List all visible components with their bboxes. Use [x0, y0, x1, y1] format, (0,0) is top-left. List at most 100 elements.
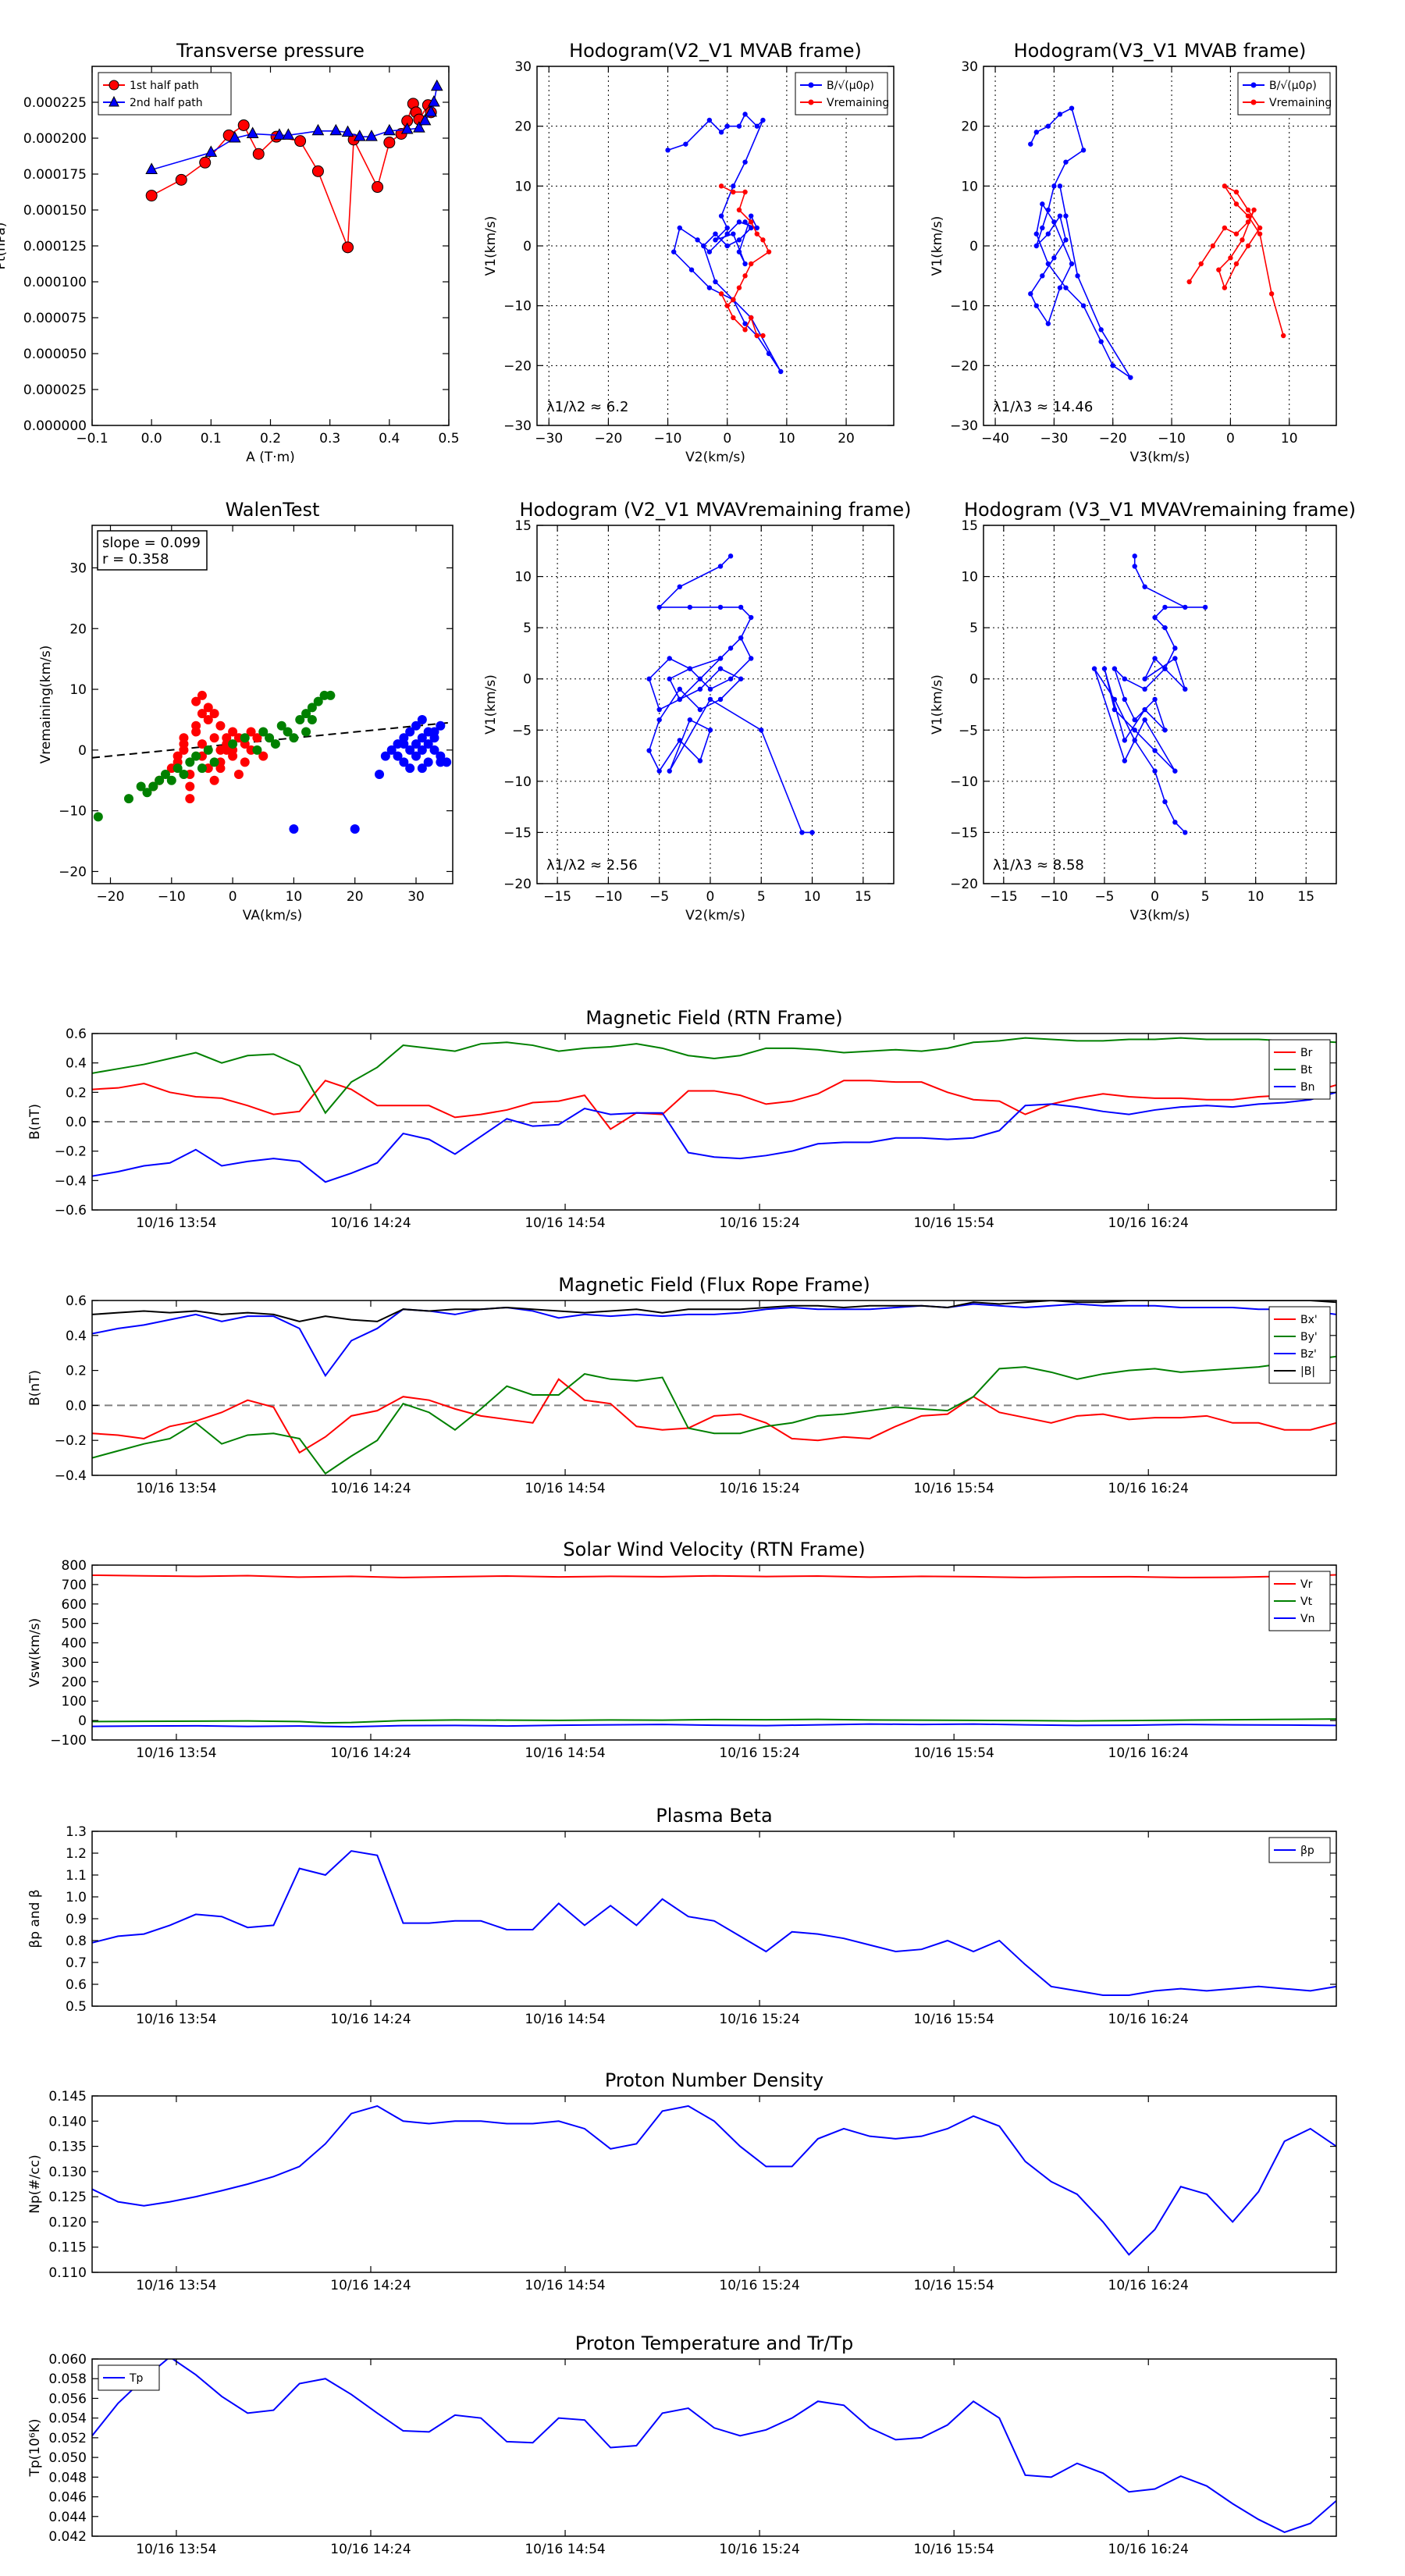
data-point [677, 696, 682, 703]
y-tick-label: 20 [961, 119, 978, 135]
y-tick-label: 5 [969, 621, 978, 636]
x-tick-label: 10/16 15:24 [719, 2012, 799, 2027]
x-tick-label: 0.3 [319, 431, 340, 447]
x-tick-label: 10/16 14:54 [525, 1745, 605, 1761]
eigenvalue-ratio-annotation: λ1/λ2 ≈ 6.2 [546, 399, 628, 415]
chart-title: Plasma Beta [656, 1805, 772, 1827]
x-tick-label: −30 [535, 431, 563, 447]
data-point [701, 243, 706, 249]
chart-panel-2: Hodogram(V3_V1 MVAB frame)−40 −30 −20 −10 0 1… [930, 40, 1337, 465]
y-tick-label: 0.000100 [23, 275, 87, 290]
y-tick-label: 1.3 [66, 1824, 87, 1840]
data-point [252, 148, 265, 160]
data-point [1033, 130, 1040, 135]
x-tick-label: −15 [543, 889, 571, 905]
data-point [136, 781, 146, 792]
plot-frame [91, 1033, 1337, 1211]
y-tick-label: 0.6 [66, 1293, 87, 1309]
data-point [724, 303, 730, 308]
data-point [697, 676, 703, 681]
data-point [646, 748, 652, 753]
data-point [417, 763, 427, 774]
data-point [342, 241, 354, 254]
plot-frame [91, 1300, 1337, 1476]
x-tick-label: 0.1 [201, 431, 222, 447]
data-point [307, 714, 317, 724]
data-point [749, 315, 754, 321]
y-axis-label: B(nT) [27, 1104, 43, 1140]
data-point [1033, 303, 1040, 308]
y-tick-label: −0.4 [55, 1173, 87, 1189]
data-point [295, 714, 305, 724]
data-point [1122, 676, 1128, 681]
data-point [749, 225, 754, 231]
data-point [436, 751, 446, 761]
y-tick-label: 200 [62, 1674, 87, 1690]
data-point [411, 751, 422, 761]
y-tick-label: 15 [961, 518, 978, 534]
data-point [215, 763, 226, 774]
data-point [399, 739, 409, 749]
y-tick-label: 10 [961, 179, 978, 194]
y-tick-label: 0.125 [48, 2190, 87, 2205]
y-tick-label: 0.046 [48, 2490, 87, 2506]
data-point [1152, 614, 1158, 621]
chart-panel-5: Hodogram (V3_V1 MVAVremaining frame)−15−… [930, 499, 1356, 923]
data-point [1183, 830, 1188, 835]
x-tick-label: −5 [1094, 889, 1114, 905]
data-point [687, 666, 693, 671]
x-tick-label: −10 [1040, 889, 1068, 905]
eigenvalue-ratio-annotation: λ1/λ2 ≈ 2.56 [546, 857, 638, 873]
y-tick-label: 0.115 [48, 2240, 87, 2256]
data-point [1216, 267, 1222, 272]
series-layer [92, 2105, 1336, 2256]
data-point [1045, 231, 1051, 237]
data-point [1051, 219, 1057, 225]
x-tick-label: 10/16 13:54 [136, 2542, 216, 2557]
x-tick-label: 10/16 16:24 [1108, 2012, 1189, 2027]
plot-frame [91, 1831, 1337, 2007]
data-point [1142, 676, 1147, 681]
series-layer [93, 690, 452, 834]
data-point [191, 751, 201, 761]
data-point [717, 564, 724, 569]
data-point [742, 261, 748, 267]
x-tick-label: 10/16 14:54 [525, 2542, 605, 2557]
x-tick-label: 10/16 15:54 [913, 2012, 994, 2027]
y-tick-label: 30 [961, 59, 978, 75]
data-point [1233, 189, 1240, 195]
data-point [717, 604, 724, 610]
stats-line: r = 0.358 [102, 551, 169, 568]
data-point [442, 757, 452, 767]
data-point [399, 757, 409, 767]
series-layer [92, 1037, 1336, 1183]
data-point [1122, 738, 1128, 743]
legend-label: Vremaining [827, 97, 889, 109]
data-point [1132, 717, 1137, 723]
plot-frame [91, 525, 454, 884]
data-point [1051, 255, 1057, 261]
x-tick-label: 30 [407, 889, 425, 905]
y-tick-label: 20 [514, 119, 532, 135]
x-tick-label: −20 [1099, 431, 1127, 447]
x-axis-label: V2(km/s) [685, 450, 745, 465]
chart-title: Magnetic Field (RTN Frame) [585, 1007, 842, 1029]
data-point [203, 714, 213, 724]
data-point [258, 751, 269, 761]
data-point [123, 794, 133, 804]
data-point [417, 733, 427, 743]
data-point [386, 745, 397, 755]
chart-panel-7: Magnetic Field (Flux Rope Frame) 10/16 13… [27, 1274, 1337, 1496]
y-tick-label: 0.000175 [23, 167, 87, 183]
legend-label: |B| [1300, 1365, 1315, 1378]
data-point [1228, 255, 1233, 261]
x-axis-label: V3(km/s) [1130, 908, 1190, 923]
data-point [1051, 183, 1057, 189]
data-point [405, 727, 415, 737]
data-point [677, 225, 682, 231]
data-point [1152, 748, 1158, 753]
data-point [656, 768, 662, 774]
data-point [179, 739, 189, 749]
data-point [738, 635, 744, 641]
chart-panel-9: Plasma Beta 10/16 13:54 10/16 14:24 10/16 1… [27, 1805, 1337, 2027]
